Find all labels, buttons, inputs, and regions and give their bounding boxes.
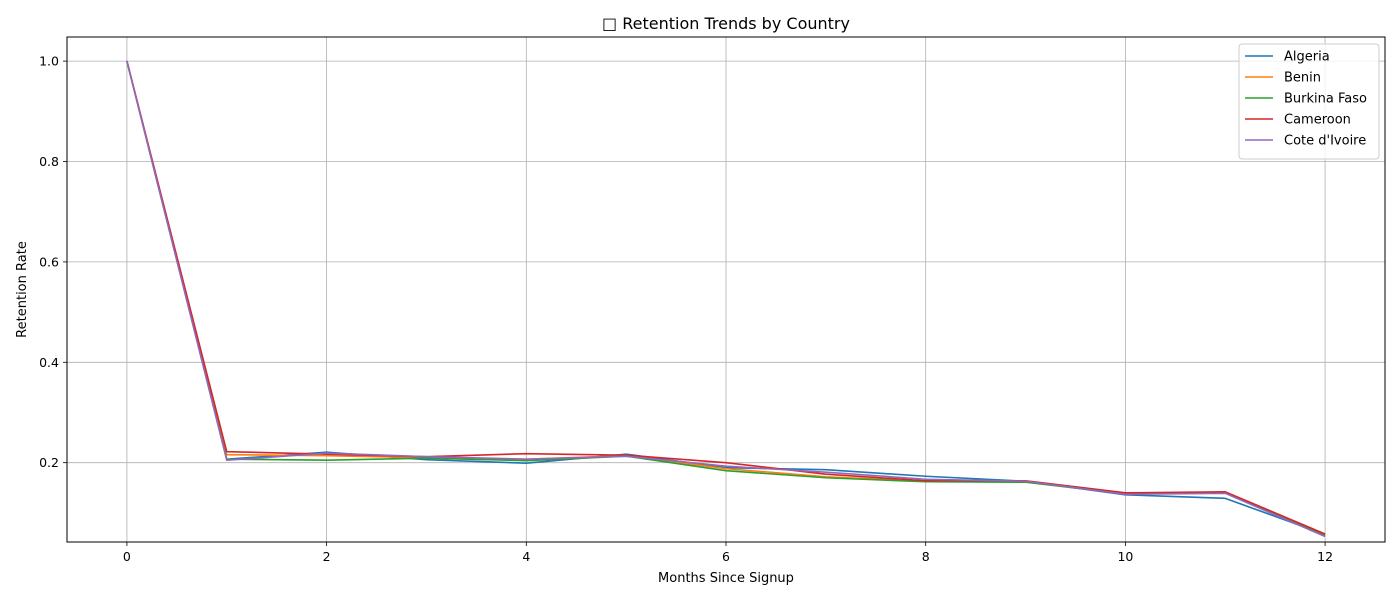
chart-title: □ Retention Trends by Country	[602, 14, 850, 33]
y-tick-label: 0.8	[39, 154, 59, 169]
y-tick-label: 1.0	[39, 54, 59, 69]
legend-label: Benin	[1284, 71, 1321, 86]
legend-label: Cameroon	[1284, 113, 1351, 128]
series-line-cote-d-ivoire	[126, 60, 1326, 538]
legend: Algeria Benin Burkina Faso Cameroon Cote d'I…	[1238, 43, 1380, 160]
x-tick-label: 6	[722, 549, 730, 564]
plot-frame	[66, 36, 1386, 543]
y-axis-label: Retention Rate	[15, 241, 30, 338]
legend-label: Burkina Faso	[1284, 92, 1367, 107]
y-tick-label: 0.6	[39, 254, 59, 269]
x-tick-label: 12	[1317, 549, 1333, 564]
axis-ticks: 0 2 4 6 8 10 12 0.2 0.4 0.6 0.8 1.0	[39, 54, 1333, 564]
legend-label: Cote d'Ivoire	[1284, 134, 1366, 149]
x-tick-label: 2	[323, 549, 331, 564]
x-tick-label: 10	[1117, 549, 1133, 564]
grid-lines	[67, 37, 1385, 542]
legend-label: Algeria	[1284, 50, 1330, 65]
x-tick-label: 4	[522, 549, 530, 564]
x-axis-label: Months Since Signup	[658, 571, 794, 586]
x-tick-label: 8	[922, 549, 930, 564]
y-tick-label: 0.4	[39, 355, 59, 370]
legend-box	[1238, 43, 1380, 160]
series-line-cameroon	[126, 60, 1326, 535]
series-lines	[126, 60, 1326, 538]
x-tick-label: 0	[123, 549, 131, 564]
y-tick-label: 0.2	[39, 455, 59, 470]
